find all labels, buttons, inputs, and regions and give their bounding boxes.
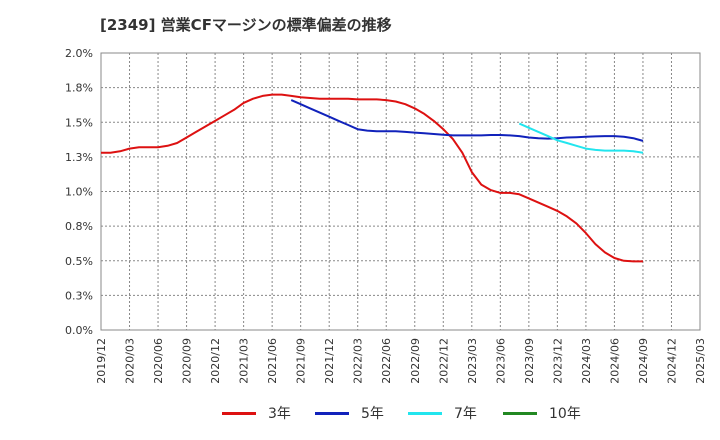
legend-item: 10年 (503, 403, 581, 423)
x-tick-label: 2025/03 (694, 338, 707, 384)
x-tick-label: 2021/12 (323, 338, 336, 384)
x-tick-label: 2020/06 (152, 338, 165, 384)
series-line-5年 (290, 99, 644, 142)
x-tick-label: 2023/12 (551, 338, 564, 384)
x-tick-label: 2022/03 (352, 338, 365, 384)
x-tick-label: 2023/06 (494, 338, 507, 384)
legend-label: 10年 (549, 406, 581, 422)
y-tick-label: 0.8% (65, 220, 93, 233)
x-tick-label: 2021/03 (238, 338, 251, 384)
legend-swatch (408, 411, 442, 415)
y-tick-label: 1.3% (65, 151, 93, 164)
x-tick-label: 2024/06 (608, 338, 621, 384)
x-tick-label: 2022/12 (437, 338, 450, 384)
series-line-3年 (101, 93, 643, 263)
x-tick-label: 2020/12 (209, 338, 222, 384)
x-tick-label: 2021/09 (295, 338, 308, 384)
x-tick-label: 2020/09 (181, 338, 194, 384)
plot-border (100, 52, 701, 331)
y-tick-label: 0.0% (65, 324, 93, 337)
y-tick-label: 2.0% (65, 47, 93, 60)
x-tick-label: 2020/03 (124, 338, 137, 384)
x-tick-label: 2019/12 (95, 338, 108, 384)
legend-swatch (315, 411, 349, 415)
x-tick-label: 2024/03 (580, 338, 593, 384)
legend-item: 3年 (222, 403, 291, 423)
legend-label: 5年 (361, 406, 384, 422)
legend-label: 7年 (454, 406, 477, 422)
x-tick-label: 2024/12 (665, 338, 678, 384)
chart-title: [2349] 営業CFマージンの標準偏差の推移 (100, 16, 392, 34)
legend: 3年 5年 7年 10年 (0, 403, 720, 427)
series-line-7年 (518, 122, 644, 154)
legend-item: 7年 (408, 403, 477, 423)
x-tick-label: 2022/06 (380, 338, 393, 384)
legend-swatch (222, 411, 256, 415)
x-tick-label: 2022/09 (409, 338, 422, 384)
x-tick-label: 2023/03 (466, 338, 479, 384)
y-tick-label: 1.8% (65, 82, 93, 95)
x-tick-label: 2023/09 (523, 338, 536, 384)
y-tick-label: 1.0% (65, 186, 93, 199)
y-tick-label: 0.5% (65, 255, 93, 268)
legend-item: 5年 (315, 403, 384, 423)
y-tick-label: 0.3% (65, 289, 93, 302)
y-tick-label: 1.5% (65, 116, 93, 129)
x-tick-label: 2024/09 (637, 338, 650, 384)
legend-swatch (503, 411, 537, 415)
x-tick-label: 2021/06 (266, 338, 279, 384)
legend-label: 3年 (268, 406, 291, 422)
